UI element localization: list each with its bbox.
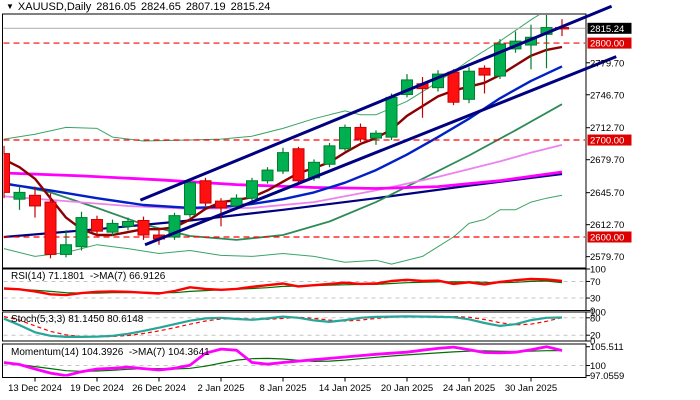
candle-up [385, 93, 398, 141]
chart-title-bar: ▼ XAUUSD,Daily 2816.05 2824.65 2807.19 2815.2… [6, 1, 275, 13]
candle-up [168, 212, 181, 240]
date-tick-label: 2 Jan 2025 [197, 383, 244, 394]
rsi-panel [2, 268, 587, 311]
price-level-box-label: 2600.00 [590, 232, 624, 243]
quote-high: 2824.65 [141, 1, 181, 13]
candle-up [339, 124, 351, 151]
price-tick-label: 2746.70 [590, 90, 624, 101]
rsi-indicator-label: RSI(14) 71.1801 ->MA(7) 66.9126 [11, 271, 166, 282]
channel-lower-trendline[interactable] [144, 55, 617, 247]
candle-up [122, 217, 134, 231]
price-tick-label: 2612.70 [590, 220, 624, 231]
candle-up [261, 167, 274, 184]
candle-up [246, 177, 258, 202]
candle-down [29, 186, 41, 218]
momentum-area [3, 345, 585, 377]
candle-down [91, 215, 103, 237]
current-price-box [587, 22, 632, 34]
stochastic-signal-line [3, 315, 563, 338]
collapse-triangle-icon[interactable]: ▼ [6, 2, 14, 11]
quote-close: 2815.24 [230, 1, 271, 13]
candle-up [75, 211, 88, 251]
candle-up [106, 219, 119, 237]
candle-down [199, 177, 212, 206]
date-tick-label: 19 Dec 2024 [70, 383, 124, 394]
date-tick-label: 8 Jan 2025 [259, 383, 306, 394]
stochastic-main-line [3, 315, 563, 338]
candle-down [3, 145, 10, 199]
quote-low: 2807.19 [185, 1, 226, 13]
momentum-axis-label: 100 [590, 361, 606, 372]
candle-down [292, 146, 305, 184]
price-tick-label: 2779.70 [590, 58, 624, 69]
date-tick-label: 20 Jan 2025 [381, 383, 433, 394]
stochastic-axis-label: 100 [590, 308, 606, 319]
candle-down [215, 198, 227, 227]
current-price-box-label: 2815.24 [590, 24, 624, 35]
channel-upper-trendline[interactable] [139, 4, 613, 202]
ma-magenta [3, 170, 563, 190]
price-tick-label: 2712.70 [590, 123, 624, 134]
candle-up [277, 147, 289, 174]
main-chart-area [3, 15, 585, 265]
stochastic-indicator-label: Stoch(5,3,3) 81.1450 80.6148 [11, 314, 144, 325]
candle-up [370, 130, 382, 145]
price-axis: 2779.70 2746.70 2712.70 2679.70 2645.70 2612.… [586, 22, 632, 382]
candle-up [13, 186, 26, 210]
rsi-area [3, 277, 585, 299]
stochastic-axis-label: 0 [590, 337, 595, 348]
stochastic-area [3, 315, 585, 338]
price-level-box [587, 134, 632, 146]
price-level-box-label: 2700.00 [590, 136, 624, 147]
band-lower-line [3, 194, 563, 265]
stochastic-axis-label: 20 [590, 331, 601, 342]
date-tick-label: 30 Jan 2025 [505, 383, 557, 394]
candle-down [447, 69, 460, 106]
rsi-axis-label: 0 [590, 306, 595, 317]
ma-pink [3, 144, 563, 210]
candle-down [137, 216, 150, 240]
symbol-period-label: XAUUSD,Daily [17, 1, 92, 13]
price-level-box-label: 2800.00 [590, 39, 624, 50]
rsi-axis-label: 70 [590, 277, 601, 288]
candle-up [494, 39, 506, 79]
momentum-axis-label: 97.0559 [590, 371, 624, 382]
ma-green-mid [3, 103, 563, 241]
candle-up [184, 179, 196, 218]
momentum-indicator-label: Momentum(14) 104.3926 ->MA(7) 104.3641 [11, 347, 210, 358]
momentum-axis-label: 105.511 [590, 342, 624, 353]
price-level-box [587, 231, 632, 243]
date-tick-label: 14 Jan 2025 [319, 383, 371, 394]
date-tick-label: 24 Jan 2025 [443, 383, 495, 394]
momentum-main-line [3, 345, 563, 377]
price-tick-label: 2679.70 [590, 155, 624, 166]
quote-open: 2816.05 [96, 1, 137, 13]
date-tick-label: 26 Dec 2024 [132, 383, 186, 394]
band-upper-line [3, 15, 540, 142]
rsi-axis-label: 100 [590, 265, 606, 276]
rsi-axis-label: 30 [590, 294, 601, 305]
price-tick-label: 2579.70 [590, 252, 624, 263]
candle-down [478, 65, 491, 94]
candle-down [354, 123, 367, 142]
candle-down [44, 193, 57, 259]
rsi-main-line [3, 277, 563, 297]
date-tick-label: 13 Dec 2024 [8, 383, 62, 394]
price-level-box [587, 37, 632, 49]
price-tick-label: 2645.70 [590, 188, 624, 199]
stochastic-axis-label: 80 [590, 313, 601, 324]
date-axis: 13 Dec 2024 19 Dec 2024 26 Dec 2024 2 Jan 2… [8, 377, 557, 394]
candle-up [60, 230, 72, 258]
candle-up [323, 142, 336, 168]
candle-up [463, 67, 475, 104]
